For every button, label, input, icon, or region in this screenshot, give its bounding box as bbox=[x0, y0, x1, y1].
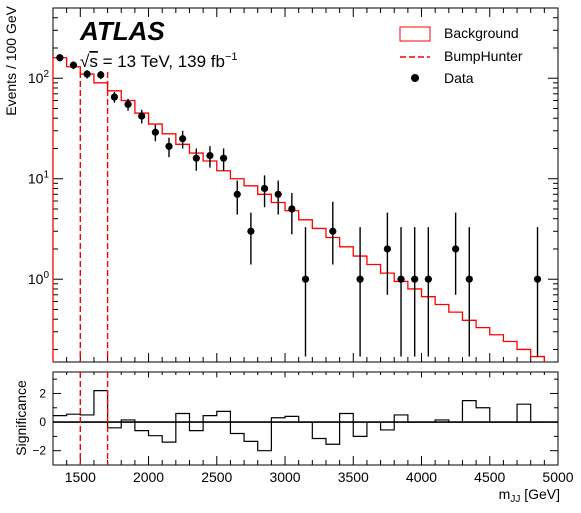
data-point bbox=[247, 227, 255, 235]
data-point bbox=[424, 275, 432, 283]
data-point bbox=[301, 275, 310, 283]
legend: Background BumpHunter Data bbox=[399, 25, 523, 86]
x-tick-label: 4500 bbox=[474, 469, 505, 485]
data-point bbox=[452, 245, 460, 253]
ratio-panel: 1500 2000 2500 3000 3500 4000 4500 5000 −2 0 2 bbox=[32, 371, 574, 485]
significance-histogram bbox=[53, 390, 545, 452]
legend-data-label: Data bbox=[444, 70, 474, 86]
data-point bbox=[179, 135, 187, 143]
data-point bbox=[356, 275, 364, 283]
data-point bbox=[383, 245, 391, 253]
data-point bbox=[138, 112, 146, 120]
data-point bbox=[56, 54, 64, 62]
x-axis-label: mJJ [GeV] bbox=[499, 486, 560, 505]
x-tick-label: 2000 bbox=[133, 469, 164, 485]
data-point bbox=[69, 61, 78, 69]
sqrt-s: s bbox=[89, 52, 98, 71]
data-point bbox=[288, 205, 296, 213]
x-tick-label: 3000 bbox=[269, 469, 300, 485]
data-point bbox=[165, 142, 173, 150]
main-panel: 100 101 102 bbox=[28, 7, 559, 363]
data-point bbox=[151, 128, 159, 136]
x-axis-label-unit: [GeV] bbox=[520, 486, 560, 502]
data-point bbox=[83, 70, 91, 78]
ratio-y-tick-label: 2 bbox=[39, 386, 46, 400]
x-tick-label: 4000 bbox=[406, 469, 437, 485]
ratio-plot-frame bbox=[52, 371, 559, 466]
x-tick-label: 3500 bbox=[338, 469, 369, 485]
data-point bbox=[411, 275, 419, 283]
main-y-tick-label: 100 bbox=[28, 270, 50, 287]
background-histogram bbox=[52, 57, 546, 362]
data-point bbox=[220, 154, 228, 162]
ratio-y-tick-label: −2 bbox=[32, 444, 46, 458]
main-y-axis-label: Events / 100 GeV bbox=[3, 5, 19, 115]
legend-data-marker bbox=[411, 74, 419, 82]
atlas-label: ATLAS bbox=[79, 16, 165, 46]
legend-bumphunter-label: BumpHunter bbox=[444, 48, 523, 64]
data-point bbox=[206, 151, 214, 160]
sqrt-symbol: √ bbox=[80, 52, 90, 71]
ratio-y-axis-label: Significance bbox=[13, 380, 29, 456]
x-tick-label: 5000 bbox=[542, 469, 573, 485]
data-point bbox=[192, 154, 200, 162]
main-y-tick-label: 102 bbox=[28, 69, 50, 86]
energy-lumi-text: = 13 TeV, 139 fb bbox=[98, 52, 225, 71]
ratio-y-tick-label: 0 bbox=[39, 415, 46, 429]
data-point bbox=[329, 227, 337, 235]
energy-lumi-label: √s = 13 TeV, 139 fb−1 bbox=[80, 51, 238, 71]
data-point bbox=[274, 190, 282, 198]
x-axis-label-sub: JJ bbox=[510, 494, 520, 505]
data-point bbox=[465, 275, 473, 283]
legend-background-label: Background bbox=[444, 25, 519, 41]
data-point bbox=[124, 100, 132, 108]
data-point bbox=[233, 190, 241, 198]
x-axis-label-m: m bbox=[499, 486, 511, 502]
x-tick-label: 1500 bbox=[65, 469, 96, 485]
lumi-exponent: −1 bbox=[225, 51, 238, 63]
data-point bbox=[533, 275, 542, 283]
data-point bbox=[397, 275, 405, 283]
legend-background-swatch bbox=[399, 26, 431, 42]
data-point bbox=[97, 71, 105, 79]
data-point bbox=[110, 93, 119, 101]
x-tick-label: 2500 bbox=[201, 469, 232, 485]
main-y-tick-label: 101 bbox=[28, 170, 50, 187]
data-point bbox=[260, 184, 269, 193]
